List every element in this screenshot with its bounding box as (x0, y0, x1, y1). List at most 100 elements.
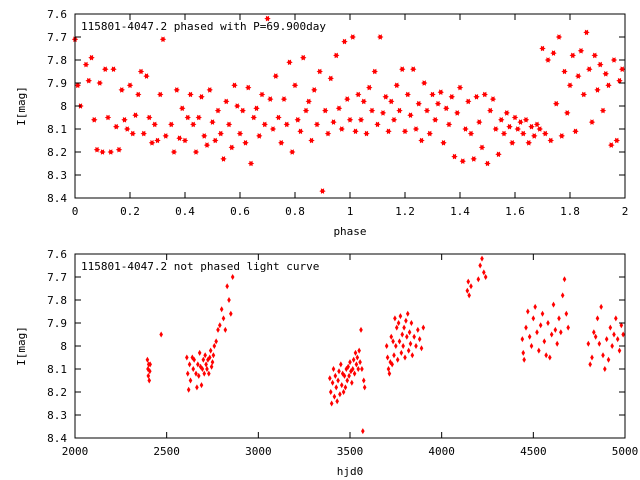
data-point (275, 114, 282, 121)
data-point (206, 87, 213, 93)
data-point (524, 324, 528, 331)
unphased-plot: 2000 2500 3000 3500 4000 4500 5000 7.6 7.7 7.8 7.9… (15, 248, 638, 478)
unphased-plot-frame (74, 253, 626, 439)
data-point (363, 130, 370, 137)
data-point (470, 156, 477, 162)
data-point (337, 368, 341, 375)
data-point (339, 382, 344, 389)
data-point (421, 324, 426, 331)
data-point (332, 393, 337, 400)
data-point (267, 96, 274, 102)
data-point (374, 121, 381, 128)
data-point (555, 340, 559, 347)
data-point (176, 135, 183, 141)
data-point (358, 359, 362, 366)
data-point (269, 126, 277, 132)
data-point (96, 80, 103, 86)
unphased-x-tick-label: 4500 (520, 445, 547, 458)
data-point (362, 384, 367, 391)
data-point (400, 331, 405, 338)
data-point (347, 372, 351, 379)
data-point (604, 336, 609, 343)
data-point (333, 372, 338, 379)
data-point (211, 352, 216, 359)
data-point (569, 52, 576, 59)
data-point (403, 354, 407, 361)
data-point (564, 110, 571, 116)
data-point (612, 331, 616, 338)
data-point (334, 384, 339, 391)
data-point (396, 320, 401, 326)
data-point (147, 377, 152, 384)
data-point (311, 87, 318, 93)
data-point (339, 361, 343, 368)
data-point (308, 137, 315, 144)
data-point (194, 370, 198, 377)
data-point (146, 114, 153, 121)
phased-x-tick-label: 1.2 (395, 205, 415, 218)
data-point (520, 336, 525, 343)
data-point (110, 66, 117, 72)
data-point (537, 347, 541, 354)
data-point (227, 297, 231, 303)
data-point (214, 107, 222, 114)
data-point (346, 117, 354, 123)
data-point (229, 310, 233, 317)
data-point (412, 126, 420, 132)
data-point (250, 114, 257, 121)
data-point (531, 315, 536, 322)
data-point (289, 149, 296, 155)
data-point (99, 149, 106, 155)
data-point (261, 121, 268, 128)
data-point (345, 377, 350, 384)
unphased-y-tick-label: 8.4 (47, 432, 67, 445)
data-point (196, 361, 200, 368)
data-point (210, 359, 215, 366)
data-point (179, 105, 186, 112)
data-point (350, 379, 354, 386)
data-point (511, 114, 519, 121)
data-point (558, 133, 565, 139)
data-point (203, 352, 207, 359)
phased-xlabel: phase (333, 225, 366, 238)
data-point (198, 94, 205, 100)
data-point (148, 361, 152, 368)
data-point (234, 103, 241, 109)
data-point (473, 94, 480, 100)
data-point (566, 324, 570, 331)
data-point (619, 322, 624, 329)
phased-plot: 0 0.2 0.4 0.6 0.8 1 1.2 1.4 1.6 1.8 2 7.6 7.7 7.8 7.9 8… (15, 8, 628, 238)
data-point (575, 73, 582, 79)
data-point (118, 87, 125, 93)
data-point (217, 130, 224, 137)
data-point (196, 372, 201, 379)
data-point (550, 50, 557, 56)
phased-y-tick-label: 8.2 (47, 146, 67, 159)
data-point (597, 61, 604, 68)
data-point (247, 160, 255, 167)
data-point (294, 117, 301, 123)
data-point (74, 82, 81, 89)
data-point (484, 160, 491, 167)
data-point (228, 144, 235, 151)
phased-x-tick-label: 0.2 (120, 205, 140, 218)
data-point (389, 333, 394, 340)
data-point (352, 128, 359, 135)
data-point (398, 313, 403, 320)
data-point (466, 278, 471, 285)
data-point (204, 361, 208, 368)
data-point (412, 333, 416, 340)
data-point (602, 71, 609, 77)
data-point (302, 107, 310, 114)
data-point (221, 315, 226, 322)
unphased-x-tick-label: 5000 (612, 445, 639, 458)
data-point (487, 107, 494, 114)
data-point (187, 91, 194, 98)
data-point (212, 137, 219, 144)
data-point (379, 110, 387, 116)
data-point (397, 338, 402, 345)
data-point (621, 331, 625, 338)
data-point (619, 66, 626, 72)
unphased-y-tick-label: 8.2 (47, 386, 67, 399)
